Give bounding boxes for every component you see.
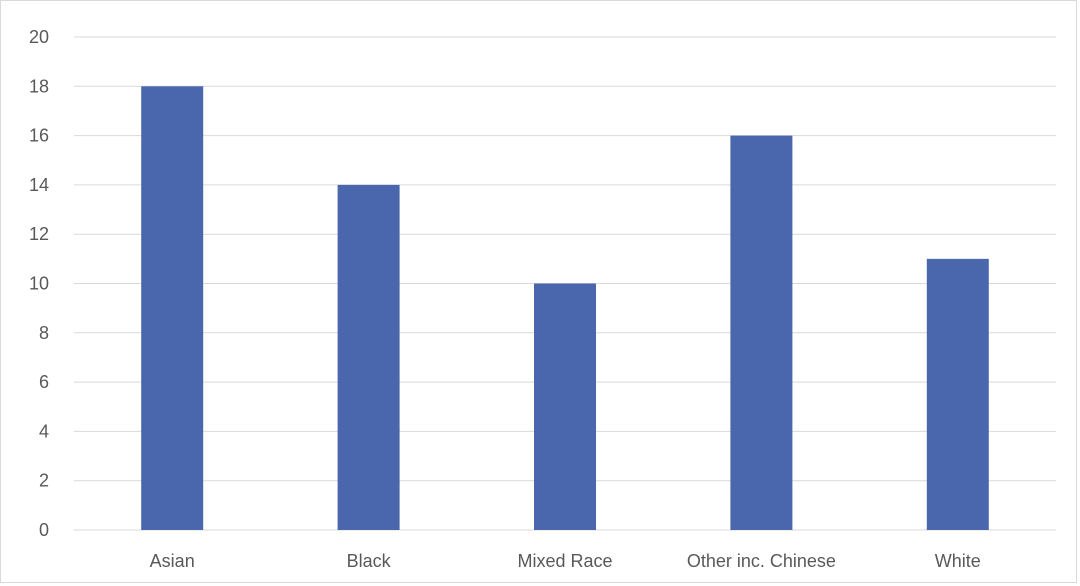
y-tick-label: 2	[39, 471, 49, 491]
y-axis-ticks: 0 2 4 6 8 10 12 14 16 18 20	[29, 27, 49, 540]
y-tick-label: 0	[39, 520, 49, 540]
y-tick-label: 12	[29, 224, 49, 244]
y-tick-label: 8	[39, 323, 49, 343]
bar-asian	[141, 86, 204, 531]
x-category-label: Asian	[150, 551, 195, 571]
x-category-label: White	[935, 551, 981, 571]
y-tick-label: 18	[29, 76, 49, 96]
bar-black	[337, 184, 400, 530]
x-category-label: Mixed Race	[517, 551, 612, 571]
y-tick-label: 16	[29, 126, 49, 146]
bar-white	[926, 258, 989, 530]
x-category-label: Other inc. Chinese	[687, 551, 836, 571]
bars	[141, 86, 989, 531]
bar-other-inc-chinese	[730, 135, 793, 530]
y-tick-label: 4	[39, 421, 49, 441]
y-tick-label: 20	[29, 27, 49, 47]
y-tick-label: 14	[29, 175, 49, 195]
y-tick-label: 10	[29, 274, 49, 294]
y-tick-label: 6	[39, 372, 49, 392]
x-category-label: Black	[347, 551, 392, 571]
x-axis-categories: Asian Black Mixed Race Other inc. Chinese Wh…	[150, 551, 981, 571]
bar-mixed-race	[534, 283, 596, 530]
